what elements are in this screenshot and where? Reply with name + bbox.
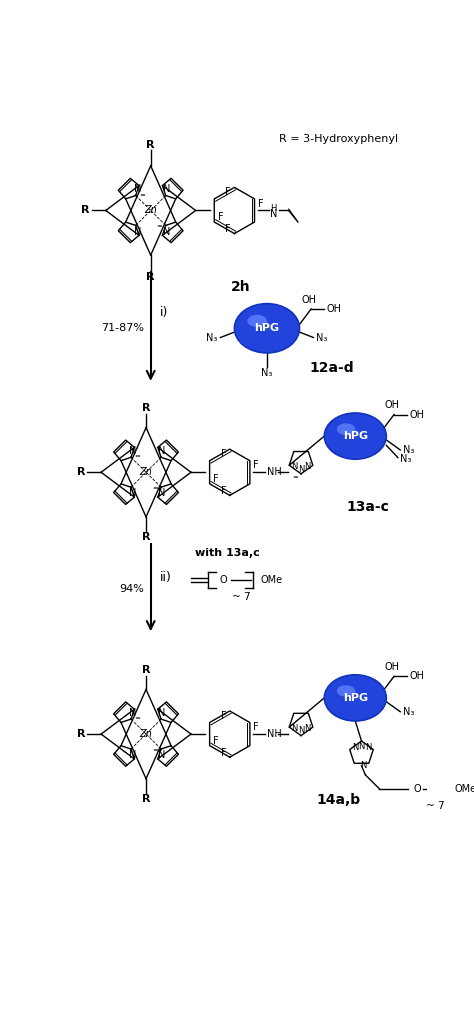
- Text: F: F: [221, 486, 227, 496]
- Text: hPG: hPG: [255, 323, 280, 333]
- Text: Zn: Zn: [144, 205, 157, 215]
- Text: N: N: [298, 726, 304, 736]
- Text: R: R: [82, 205, 90, 215]
- Text: OMe: OMe: [455, 783, 474, 793]
- Text: OH: OH: [410, 672, 425, 682]
- Text: OH: OH: [410, 409, 425, 420]
- Text: N: N: [365, 744, 371, 753]
- Text: =: =: [152, 485, 158, 491]
- Ellipse shape: [337, 685, 356, 697]
- Text: N: N: [163, 184, 170, 194]
- Text: =: =: [139, 192, 145, 198]
- Text: 14a,b: 14a,b: [317, 792, 361, 807]
- Text: ii): ii): [160, 571, 172, 584]
- Ellipse shape: [324, 412, 386, 459]
- Text: F: F: [221, 449, 227, 459]
- Text: hPG: hPG: [343, 693, 368, 703]
- Text: N₃: N₃: [400, 454, 411, 464]
- Text: NH: NH: [267, 729, 282, 739]
- Text: F: F: [218, 212, 223, 223]
- Text: F: F: [213, 474, 219, 485]
- Text: R: R: [142, 793, 150, 804]
- Text: =: =: [292, 473, 299, 480]
- Text: O: O: [413, 783, 421, 793]
- Text: N: N: [352, 744, 358, 753]
- Text: R = 3-Hydroxyphenyl: R = 3-Hydroxyphenyl: [279, 134, 398, 144]
- Text: 94%: 94%: [119, 584, 145, 594]
- Text: N: N: [158, 446, 165, 456]
- Text: =: =: [134, 715, 140, 721]
- Text: Zn: Zn: [140, 467, 153, 478]
- Text: N: N: [360, 761, 366, 770]
- Text: F: F: [258, 198, 264, 208]
- Text: N: N: [270, 208, 277, 218]
- Text: F: F: [253, 460, 259, 470]
- Text: R: R: [77, 729, 85, 739]
- Text: N₃: N₃: [316, 332, 327, 342]
- Text: F: F: [221, 710, 227, 720]
- Text: R: R: [146, 271, 155, 281]
- Text: =: =: [156, 224, 163, 230]
- Text: with 13a,c: with 13a,c: [195, 548, 260, 558]
- Text: N₃: N₃: [403, 445, 415, 455]
- Text: N: N: [298, 464, 304, 473]
- Text: N: N: [134, 227, 141, 237]
- Text: Zn: Zn: [140, 729, 153, 739]
- Text: OH: OH: [327, 304, 342, 314]
- Text: OH: OH: [384, 400, 399, 410]
- Text: =: =: [134, 453, 140, 459]
- Text: OH: OH: [301, 295, 316, 305]
- Text: N: N: [163, 227, 170, 237]
- Ellipse shape: [235, 304, 300, 353]
- Text: Z: Z: [358, 763, 362, 768]
- Text: N: N: [129, 489, 136, 499]
- Text: N: N: [291, 462, 297, 471]
- Text: i): i): [160, 306, 168, 319]
- Text: 12a-d: 12a-d: [310, 362, 354, 375]
- Text: F: F: [253, 722, 259, 733]
- Ellipse shape: [324, 675, 386, 721]
- Text: N₃: N₃: [261, 368, 273, 378]
- Ellipse shape: [337, 424, 356, 435]
- Text: F: F: [226, 187, 231, 197]
- Text: N: N: [158, 489, 165, 499]
- Text: OMe: OMe: [261, 575, 283, 585]
- Text: R: R: [146, 140, 155, 150]
- Text: ~ 7: ~ 7: [426, 801, 445, 811]
- Text: F: F: [226, 224, 231, 234]
- Text: H: H: [270, 203, 276, 212]
- Text: ~ 7: ~ 7: [232, 592, 251, 602]
- Text: R: R: [142, 532, 150, 542]
- Text: 71-87%: 71-87%: [101, 323, 145, 333]
- Text: N: N: [129, 446, 136, 456]
- Text: N: N: [158, 750, 165, 760]
- Text: F: F: [221, 748, 227, 758]
- Text: NH: NH: [267, 467, 282, 478]
- Text: N: N: [129, 708, 136, 718]
- Text: N₃: N₃: [206, 332, 218, 342]
- Text: N: N: [129, 750, 136, 760]
- Text: 13a-c: 13a-c: [346, 500, 389, 514]
- Ellipse shape: [247, 315, 267, 327]
- Text: N₃: N₃: [403, 707, 415, 716]
- Text: R: R: [142, 403, 150, 414]
- Text: R: R: [142, 665, 150, 676]
- Text: hPG: hPG: [343, 431, 368, 441]
- Text: N: N: [291, 724, 297, 734]
- Text: R: R: [77, 467, 85, 478]
- Text: =: =: [152, 747, 158, 753]
- Text: 2h: 2h: [231, 280, 250, 295]
- Text: N: N: [358, 742, 365, 751]
- Text: N: N: [134, 184, 141, 194]
- Text: F: F: [213, 736, 219, 746]
- Text: O: O: [220, 575, 228, 585]
- Text: N: N: [158, 708, 165, 718]
- Text: N: N: [304, 462, 310, 471]
- Text: N: N: [304, 724, 310, 734]
- Text: OH: OH: [384, 662, 399, 672]
